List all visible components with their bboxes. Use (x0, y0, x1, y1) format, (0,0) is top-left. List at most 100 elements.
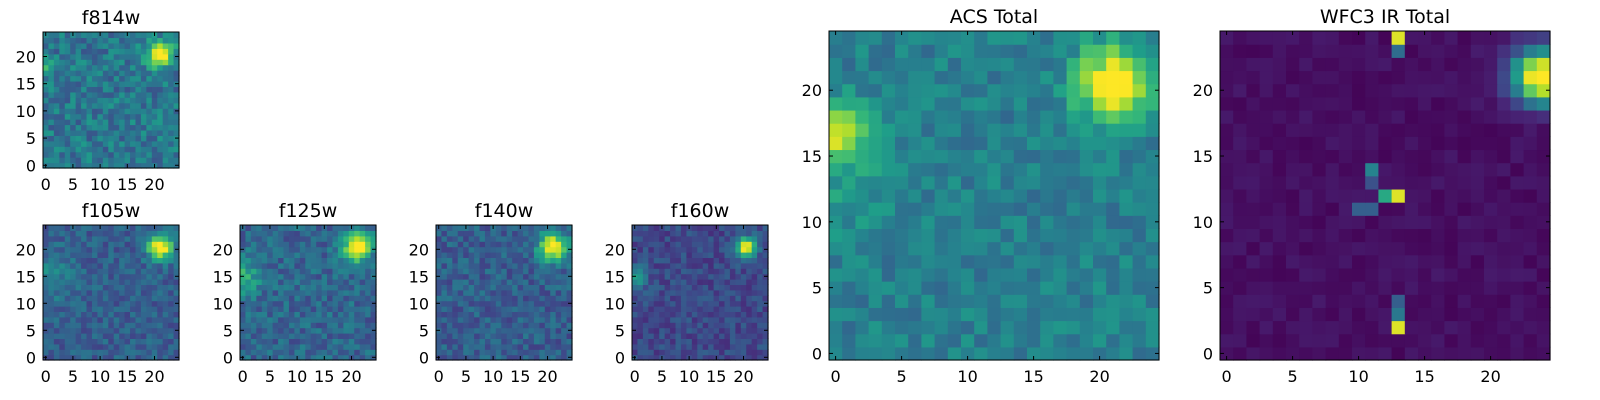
heatmap-cell (702, 306, 709, 312)
heatmap-cell (81, 32, 88, 39)
heatmap-cell (157, 86, 164, 93)
heatmap-cell (664, 327, 671, 334)
heatmap-cell (1497, 320, 1511, 335)
heatmap-cell (261, 230, 268, 237)
heatmap-cell (108, 86, 115, 93)
heatmap-cell (81, 230, 88, 237)
heatmap-cell (751, 246, 758, 253)
heatmap-cell (829, 188, 843, 203)
heatmap-cell (162, 246, 169, 253)
heatmap-cell (97, 135, 104, 142)
heatmap-cell (550, 225, 557, 231)
heatmap-cell (1325, 188, 1340, 203)
heatmap-cell (283, 241, 290, 248)
heatmap-cell (102, 37, 109, 44)
heatmap-cell (294, 343, 301, 350)
heatmap-cell (1145, 149, 1160, 164)
heatmap-cell (278, 268, 285, 275)
heatmap-cell (59, 262, 66, 269)
heatmap-cell (113, 327, 120, 334)
heatmap-cell (1404, 83, 1419, 98)
heatmap-cell (1259, 188, 1274, 203)
heatmap-cell (708, 354, 715, 361)
heatmap-cell (1484, 267, 1498, 282)
heatmap-cell (1365, 215, 1379, 229)
heatmap-cell (686, 295, 693, 302)
heatmap-cell (146, 102, 153, 109)
heatmap-cell (173, 75, 180, 82)
heatmap-cell (1066, 346, 1081, 361)
heatmap-cell (261, 295, 268, 302)
heatmap-cell (119, 225, 126, 231)
heatmap-cell (81, 42, 88, 49)
heatmap-cell (490, 273, 497, 280)
heatmap-cell (108, 135, 115, 142)
heatmap-cell (135, 59, 142, 66)
heatmap-cell (987, 83, 1002, 98)
heatmap-cell (746, 268, 753, 275)
heatmap-cell (48, 151, 55, 158)
heatmap-cell (1119, 31, 1134, 45)
heatmap-cell (250, 354, 257, 361)
heatmap-cell (495, 262, 502, 269)
heatmap-cell (855, 83, 870, 98)
heatmap-cell (895, 346, 909, 361)
heatmap-cell (463, 230, 470, 237)
heatmap-cell (457, 338, 464, 345)
heatmap-cell (735, 273, 742, 280)
heatmap-cell (102, 53, 109, 60)
heatmap-cell (86, 48, 93, 55)
heatmap-cell (751, 343, 758, 350)
heatmap-cell (533, 354, 540, 361)
heatmap-cell (1299, 57, 1313, 72)
heatmap-cell (337, 311, 344, 318)
heatmap-cell (256, 322, 263, 329)
heatmap-cell (327, 252, 334, 258)
heatmap-cell (724, 262, 731, 269)
y-tick-label: 15 (1193, 147, 1213, 166)
heatmap-cell (1233, 44, 1247, 58)
heatmap-cell (452, 268, 459, 275)
heatmap-cell (501, 311, 508, 318)
heatmap-cell (91, 119, 98, 126)
heatmap-cell (81, 338, 88, 345)
heatmap-cell (670, 338, 677, 345)
heatmap-cell (102, 135, 109, 142)
heatmap-cell (566, 257, 573, 264)
heatmap-cell (474, 327, 481, 334)
heatmap-cell (43, 306, 50, 312)
heatmap-cell (119, 32, 126, 39)
heatmap-cell (566, 230, 573, 237)
heatmap-cell (1312, 307, 1327, 322)
heatmap-cell (102, 129, 109, 136)
heatmap-cell (1418, 202, 1432, 216)
heatmap-cell (130, 246, 137, 253)
heatmap-cell (173, 316, 180, 323)
heatmap-cell (697, 333, 704, 339)
heatmap-cell (495, 354, 502, 361)
heatmap-cell (135, 311, 142, 318)
heatmap-cell (908, 215, 922, 229)
heatmap-cell (140, 146, 147, 153)
heatmap-cell (97, 241, 104, 248)
heatmap-cell (1259, 241, 1274, 256)
heatmap-cell (140, 284, 147, 291)
heatmap-cell (124, 262, 131, 269)
heatmap-cell (479, 268, 486, 275)
heatmap-cell (332, 311, 339, 318)
heatmap-cell (151, 241, 158, 248)
heatmap-cell (1391, 267, 1406, 282)
heatmap-cell (316, 333, 323, 339)
heatmap-cell (528, 252, 535, 258)
heatmap-cell (75, 37, 82, 44)
heatmap-cell (719, 235, 726, 242)
heatmap-cell (1378, 70, 1393, 85)
heatmap-cell (506, 225, 513, 231)
heatmap-cell (746, 289, 753, 296)
heatmap-cell (757, 230, 764, 237)
heatmap-cell (140, 91, 147, 98)
heatmap-cell (91, 354, 98, 361)
heatmap-cell (637, 327, 644, 334)
heatmap-cell (48, 235, 55, 242)
heatmap-cell (457, 284, 464, 291)
